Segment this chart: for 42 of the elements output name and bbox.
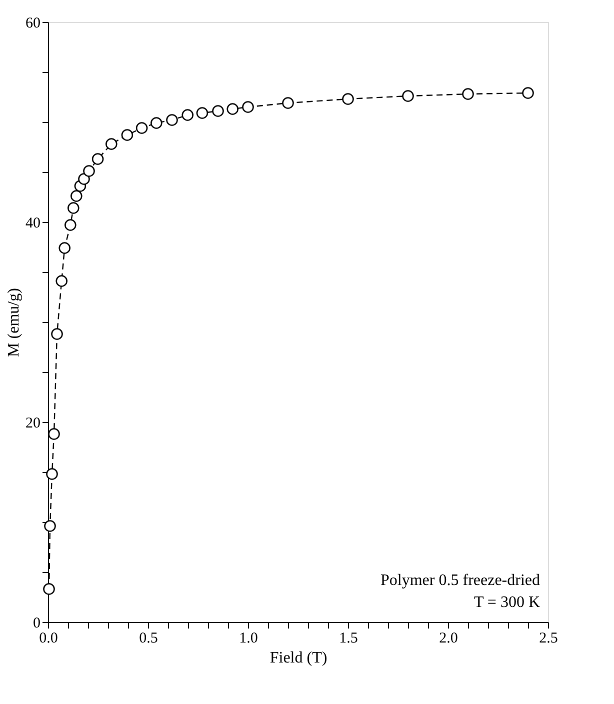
point	[83, 165, 95, 177]
point	[182, 109, 194, 121]
point	[43, 583, 55, 595]
x-tick-label: 0.0	[39, 630, 58, 646]
point	[462, 88, 474, 100]
x-tick-label: 1.5	[339, 630, 358, 646]
point	[196, 107, 208, 119]
point	[68, 202, 80, 214]
point	[56, 275, 68, 287]
point	[64, 219, 76, 231]
point	[522, 87, 534, 99]
point	[46, 468, 58, 480]
point	[51, 328, 63, 340]
point	[44, 520, 56, 532]
point	[48, 428, 60, 440]
point	[242, 101, 254, 113]
point	[106, 138, 118, 150]
point	[58, 242, 70, 254]
point	[342, 93, 354, 105]
point	[92, 153, 104, 165]
point	[78, 173, 90, 185]
y-axis-title: M (emu/g)	[6, 288, 22, 357]
x-axis-title: Field (T)	[270, 650, 328, 666]
point	[150, 117, 162, 129]
x-tick-label: 2.0	[439, 630, 458, 646]
point	[121, 129, 134, 141]
x-tick-label: 0.5	[139, 630, 158, 646]
point	[70, 190, 82, 202]
point	[212, 105, 224, 117]
point	[166, 114, 178, 126]
y-tick-label: 0	[33, 616, 40, 632]
x-tick-label: 1.0	[239, 630, 258, 646]
annotation: Polymer 0.5 freeze-dried	[380, 572, 540, 589]
point	[226, 103, 238, 115]
y-tick-label: 20	[26, 416, 40, 432]
x-tick-label: 2.5	[539, 630, 558, 646]
point	[136, 122, 148, 134]
point	[402, 90, 414, 102]
annotation: T = 300 K	[474, 594, 540, 611]
y-tick-label: 60	[26, 16, 40, 32]
point	[282, 97, 294, 109]
y-tick-label: 40	[26, 216, 40, 232]
